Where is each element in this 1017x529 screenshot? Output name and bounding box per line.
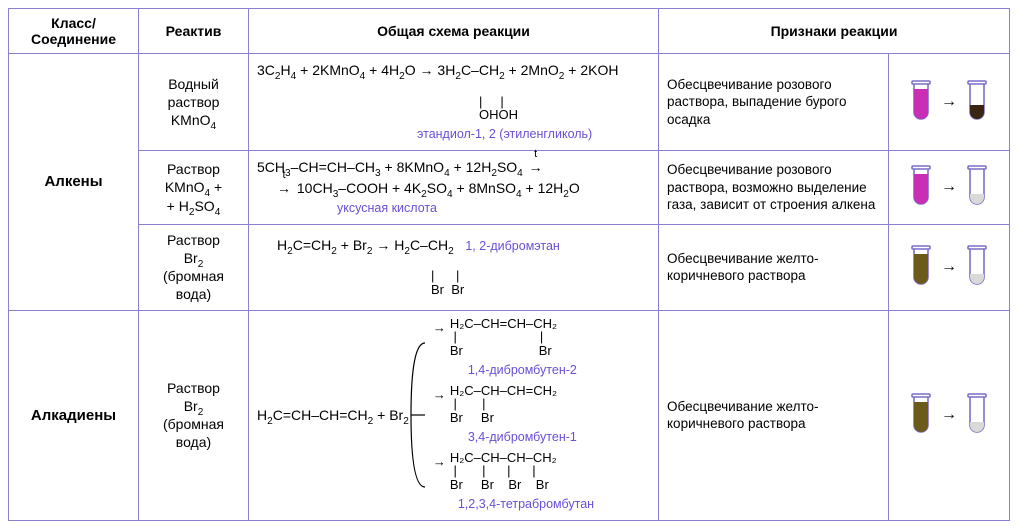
sign-cell: Обесцвечивание желто-коричневого раствор… <box>659 310 889 520</box>
structure: H₂C–CH–CH–CH₂ | | | | Br Br Br Br <box>450 451 557 492</box>
product-item: → H₂C–CH–CH=CH₂ | | Br Br 3,4-дибромбуте… <box>433 384 594 447</box>
scheme-cell: H2C=CH–CH=CH2 + Br2 → H₂C–CH=CH–CH₂ | <box>249 310 659 520</box>
scheme-cell: 5CH3–CH=CH–CH3 + 8KMnO4 + 12H2SO4 t→ t→ … <box>249 151 659 225</box>
products-column: → H₂C–CH=CH–CH₂ | | Br Br 1,4-дибромбуте… <box>433 317 594 514</box>
heated-arrow-icon: t→ <box>275 178 293 199</box>
reagent-line: (бромная <box>163 268 224 284</box>
arrow-icon: → <box>941 406 957 424</box>
class-alkadienes: Алкадиены <box>9 310 139 520</box>
product-item: → H₂C–CH–CH–CH₂ | | | | Br Br Br Br 1,2,… <box>433 451 594 514</box>
class-alkenes: Алкены <box>9 54 139 311</box>
tubes-cell: → <box>889 151 1010 225</box>
arrow-icon: → <box>433 384 446 405</box>
test-tube-icon <box>908 392 934 438</box>
header-row: Класс/ Соединение Реактив Общая схема ре… <box>9 9 1010 54</box>
tubes-cell: → <box>889 54 1010 151</box>
compound-note: 1, 2-дибромэтан <box>465 239 560 253</box>
scheme-cell: 3C2H4 + 2KMnO4 + 4H2O → 3H2C–CH2 + 2MnO2… <box>249 54 659 151</box>
compound-note: 1,4-дибромбутен-2 <box>468 361 577 380</box>
equation: 3C2H4 + 2KMnO4 + 4H2O → 3H2C–CH2 + 2MnO2… <box>257 60 650 81</box>
sign-cell: Обесцвечивание желто-коричневого раствор… <box>659 224 889 310</box>
reagent-line: раствор <box>168 94 220 110</box>
structure: | | OHOH <box>479 81 518 122</box>
tubes-cell: → <box>889 310 1010 520</box>
test-tube-icon <box>964 392 990 438</box>
table-row: Алкадиены Раствор Br2 (бромная вода) H2C… <box>9 310 1010 520</box>
arrow-icon: → <box>941 258 957 276</box>
test-tube-icon <box>908 244 934 290</box>
reactions-table: Класс/ Соединение Реактив Общая схема ре… <box>8 8 1010 521</box>
reagent-line: (бромная <box>163 416 224 432</box>
reagent-line: Раствор <box>167 161 220 177</box>
test-tube-icon <box>964 244 990 290</box>
header-signs: Признаки реакции <box>659 9 1010 54</box>
structure: | | Br Br <box>431 256 464 297</box>
reagent-cell: Водный раствор KMnO4 <box>139 54 249 151</box>
compound-note: 3,4-дибромбутен-1 <box>468 428 577 447</box>
reagent-line: KMnO4 <box>171 112 216 128</box>
arrow-icon: → <box>941 178 957 196</box>
sign-cell: Обесцвечивание розового раствора, выпаде… <box>659 54 889 151</box>
compound-note: 1,2,3,4-тетрабромбутан <box>458 495 594 514</box>
test-tube-icon <box>964 164 990 210</box>
equation: H2C=CH2 + Br2 → H2C–CH2 1, 2-дибромэтан <box>277 235 650 256</box>
compound-note: этандиол-1, 2 (этиленгликоль) <box>417 125 650 144</box>
test-tube-icon <box>964 79 990 125</box>
header-reagent: Реактив <box>139 9 249 54</box>
reagent-line: вода) <box>176 434 211 450</box>
test-tube-icon <box>908 79 934 125</box>
table-row: Раствор KMnO4 + + H2SO4 5CH3–CH=CH–CH3 +… <box>9 151 1010 225</box>
arrow-icon: → <box>433 317 446 338</box>
tubes-cell: → <box>889 224 1010 310</box>
equation-lhs: H2C=CH–CH=CH2 + Br2 <box>257 405 409 426</box>
reagent-line: Раствор <box>167 380 220 396</box>
equation: 5CH3–CH=CH–CH3 + 8KMnO4 + 12H2SO4 t→ <box>257 157 650 178</box>
product-item: → H₂C–CH=CH–CH₂ | | Br Br 1,4-дибромбуте… <box>433 317 594 380</box>
test-tube-icon <box>908 164 934 210</box>
table-row: Алкены Водный раствор KMnO4 3C2H4 + 2KMn… <box>9 54 1010 151</box>
arrow-icon: → <box>433 451 446 472</box>
table-row: Раствор Br2 (бромная вода) H2C=CH2 + Br2… <box>9 224 1010 310</box>
branched-reaction: H2C=CH–CH=CH2 + Br2 → H₂C–CH=CH–CH₂ | <box>257 317 650 514</box>
sign-cell: Обесцвечивание розо­вого раствора, возмо… <box>659 151 889 225</box>
reagent-cell: Раствор KMnO4 + + H2SO4 <box>139 151 249 225</box>
reagent-line: + H2SO4 <box>167 198 221 214</box>
reagent-cell: Раствор Br2 (бромная вода) <box>139 310 249 520</box>
reagent-line: Раствор <box>167 232 220 248</box>
arrow-icon: → <box>941 93 957 111</box>
equation: t→ 10CH3–COOH + 4K2SO4 + 8MnSO4 + 12H2O <box>275 178 650 199</box>
structure: H₂C–CH=CH–CH₂ | | Br Br <box>450 317 557 358</box>
scheme-cell: H2C=CH2 + Br2 → H2C–CH2 1, 2-дибромэтан … <box>249 224 659 310</box>
reagent-line: Br2 <box>184 398 204 414</box>
header-class: Класс/ Соединение <box>9 9 139 54</box>
compound-note: уксусная кислота <box>337 199 650 218</box>
bracket-icon <box>409 335 427 495</box>
reagent-line: Водный <box>168 76 219 92</box>
structure: H₂C–CH–CH=CH₂ | | Br Br <box>450 384 557 425</box>
reagent-line: Br2 <box>184 250 204 266</box>
reagent-cell: Раствор Br2 (бромная вода) <box>139 224 249 310</box>
header-scheme: Общая схема реакции <box>249 9 659 54</box>
heated-arrow-icon: t→ <box>527 157 545 178</box>
reagent-line: KMnO4 + <box>165 179 222 195</box>
reagent-line: вода) <box>176 286 211 302</box>
header-class-text: Класс/ Соединение <box>31 15 116 47</box>
